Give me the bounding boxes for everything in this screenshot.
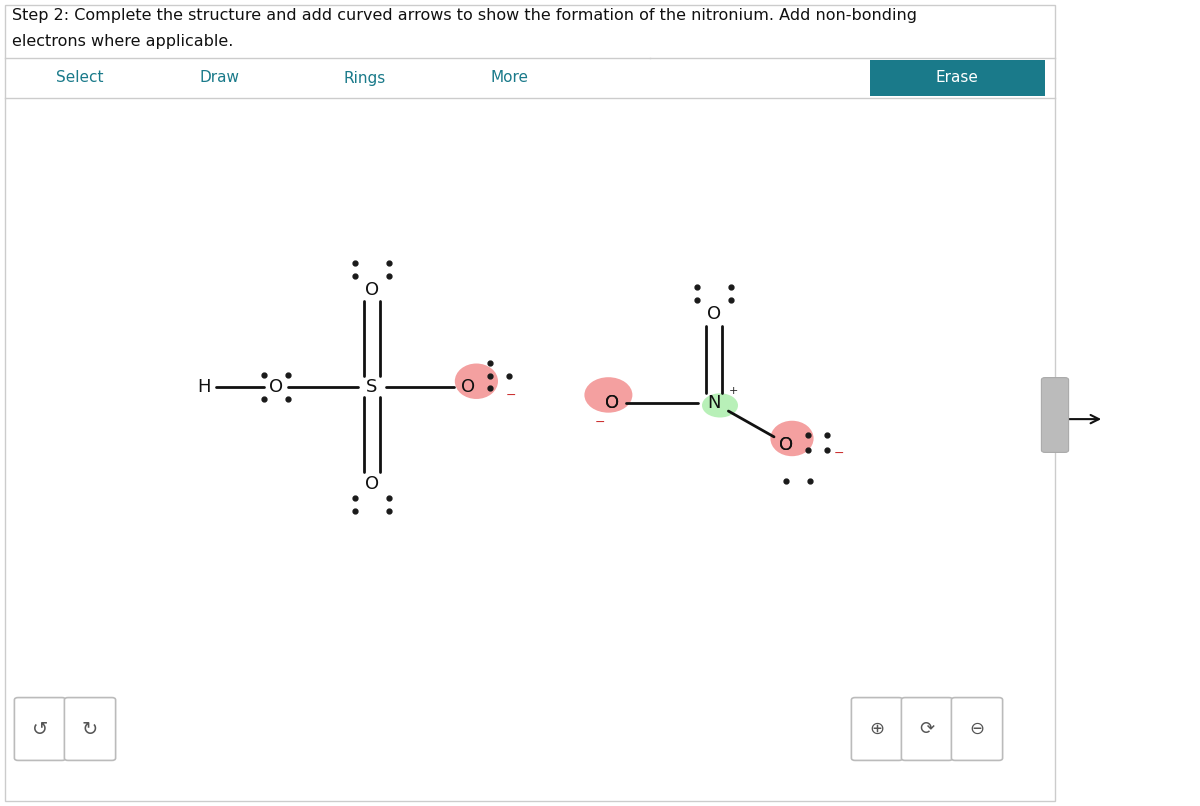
Text: N: N [707,394,721,412]
Text: O: O [269,378,283,396]
FancyBboxPatch shape [65,697,115,760]
Text: S: S [366,378,378,396]
FancyBboxPatch shape [852,697,902,760]
Ellipse shape [584,377,632,413]
Text: ↻: ↻ [82,720,98,738]
Ellipse shape [455,364,498,399]
Text: ⟳: ⟳ [919,720,935,738]
Text: Select: Select [56,70,103,85]
FancyBboxPatch shape [14,697,66,760]
Text: Draw: Draw [200,70,240,85]
Text: O: O [779,436,793,454]
Text: ⊖: ⊖ [970,720,984,738]
Bar [870,60,1045,96]
Text: O: O [365,475,379,492]
Text: Step 2: Complete the structure and add curved arrows to show the formation of th: Step 2: Complete the structure and add c… [12,8,917,23]
Text: O: O [461,378,475,396]
FancyBboxPatch shape [901,697,953,760]
FancyBboxPatch shape [952,697,1003,760]
Text: O: O [605,394,619,412]
Text: Erase: Erase [936,70,978,85]
Text: +: + [728,386,738,396]
Text: ⊕: ⊕ [870,720,884,738]
Text: O: O [707,305,721,323]
Bar [5,5,1055,801]
Text: ↺: ↺ [32,720,48,738]
Ellipse shape [770,421,814,456]
Text: Rings: Rings [344,70,386,85]
Text: −: − [834,447,844,459]
FancyBboxPatch shape [1042,377,1069,452]
Circle shape [702,393,738,418]
Text: O: O [605,394,619,412]
Text: −: − [506,388,516,401]
Text: H: H [197,378,211,396]
Text: More: More [491,70,529,85]
Text: −: − [595,416,605,429]
Text: O: O [365,281,379,299]
Text: electrons where applicable.: electrons where applicable. [12,34,233,49]
Text: O: O [779,436,793,454]
